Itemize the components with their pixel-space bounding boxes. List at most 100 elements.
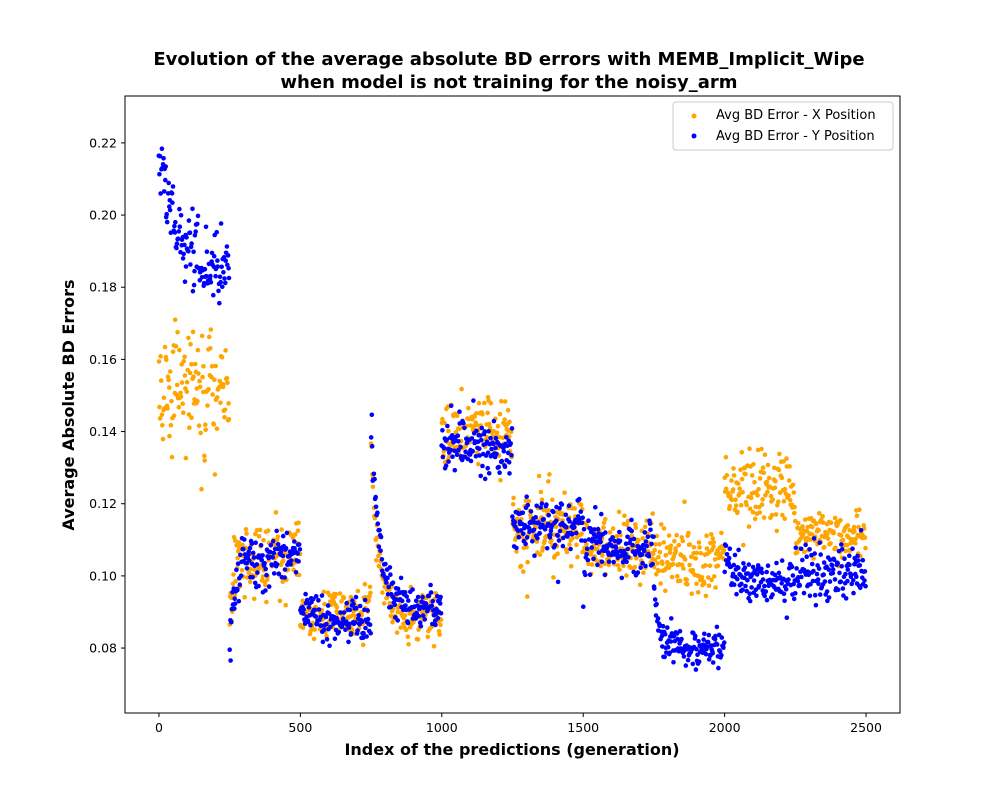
scatter-point xyxy=(721,548,727,553)
scatter-point xyxy=(791,490,797,495)
scatter-point xyxy=(241,546,246,552)
scatter-point xyxy=(776,467,782,473)
scatter-point xyxy=(280,558,286,564)
scatter-point xyxy=(180,256,186,261)
scatter-point xyxy=(623,541,629,546)
scatter-point xyxy=(568,546,573,552)
scatter-point xyxy=(752,516,758,522)
scatter-point xyxy=(442,420,447,426)
scatter-point xyxy=(826,595,832,600)
scatter-point xyxy=(502,464,508,470)
scatter-point xyxy=(502,399,508,404)
scatter-point xyxy=(685,657,691,663)
scatter-point xyxy=(497,435,502,440)
scatter-point xyxy=(292,539,297,544)
scatter-point xyxy=(480,412,485,417)
scatter-point xyxy=(283,546,289,551)
scatter-point xyxy=(800,531,806,537)
scatter-point xyxy=(600,553,605,558)
scatter-point xyxy=(295,551,301,556)
scatter-point xyxy=(443,463,449,469)
scatter-point xyxy=(705,639,711,645)
scatter-point xyxy=(768,493,774,499)
scatter-point xyxy=(372,476,377,482)
scatter-point xyxy=(234,567,239,573)
scatter-point xyxy=(191,374,196,380)
scatter-point xyxy=(395,618,401,623)
scatter-point xyxy=(514,545,519,551)
scatter-point xyxy=(816,527,821,533)
scatter-point xyxy=(438,622,443,628)
scatter-point xyxy=(781,499,787,504)
scatter-point xyxy=(540,545,546,550)
scatter-point xyxy=(296,542,302,547)
scatter-point xyxy=(852,528,857,534)
scatter-point xyxy=(820,514,825,519)
scatter-point xyxy=(164,357,169,363)
scatter-point xyxy=(242,595,247,600)
scatter-point xyxy=(645,534,651,540)
scatter-point xyxy=(539,497,545,503)
scatter-point xyxy=(660,561,665,567)
scatter-point xyxy=(560,543,566,549)
scatter-point xyxy=(231,572,236,577)
scatter-point xyxy=(275,534,281,539)
scatter-point xyxy=(642,530,648,535)
scatter-point xyxy=(440,416,445,422)
scatter-point xyxy=(525,559,530,565)
scatter-point xyxy=(195,347,201,353)
scatter-point xyxy=(838,533,844,538)
scatter-point xyxy=(602,572,608,578)
scatter-point xyxy=(170,349,176,355)
scatter-point xyxy=(773,512,779,517)
scatter-point xyxy=(404,594,410,599)
scatter-point xyxy=(160,423,165,428)
scatter-point xyxy=(722,569,727,575)
scatter-point xyxy=(578,509,584,514)
scatter-point xyxy=(643,539,649,544)
scatter-point xyxy=(706,632,712,638)
scatter-point xyxy=(618,553,624,559)
scatter-point xyxy=(755,563,761,568)
scatter-point xyxy=(695,590,701,595)
legend-label-y-position: Avg BD Error - Y Position xyxy=(716,129,875,144)
scatter-point xyxy=(311,596,316,602)
scatter-point xyxy=(667,650,672,656)
scatter-point xyxy=(764,597,770,603)
scatter-point xyxy=(205,403,210,408)
scatter-point xyxy=(210,392,215,397)
scatter-point xyxy=(344,600,350,606)
scatter-point xyxy=(428,582,433,588)
scatter-point xyxy=(423,601,429,606)
scatter-point xyxy=(792,510,797,516)
scatter-point xyxy=(474,422,480,428)
scatter-point xyxy=(844,542,850,548)
scatter-point xyxy=(857,507,862,512)
scatter-point xyxy=(387,600,393,606)
scatter-point xyxy=(807,547,812,552)
scatter-point xyxy=(584,552,589,557)
scatter-point xyxy=(247,558,252,563)
scatter-point xyxy=(446,459,451,464)
scatter-point xyxy=(174,241,180,247)
scatter-point xyxy=(566,503,572,509)
scatter-point xyxy=(757,510,763,515)
scatter-point xyxy=(755,493,760,498)
scatter-point xyxy=(750,564,756,570)
scatter-point xyxy=(825,536,831,541)
scatter-point xyxy=(275,542,281,547)
scatter-point xyxy=(801,590,807,596)
scatter-point xyxy=(723,486,729,492)
scatter-point xyxy=(661,540,666,545)
scatter-point xyxy=(669,616,674,621)
scatter-point xyxy=(219,264,224,270)
scatter-point xyxy=(486,471,492,476)
scatter-point xyxy=(791,581,796,587)
scatter-point xyxy=(638,565,643,570)
scatter-point xyxy=(157,416,163,421)
scatter-point xyxy=(743,583,748,589)
scatter-point xyxy=(192,233,198,238)
scatter-point xyxy=(594,534,599,540)
scatter-point xyxy=(446,428,451,434)
scatter-point xyxy=(735,481,741,486)
